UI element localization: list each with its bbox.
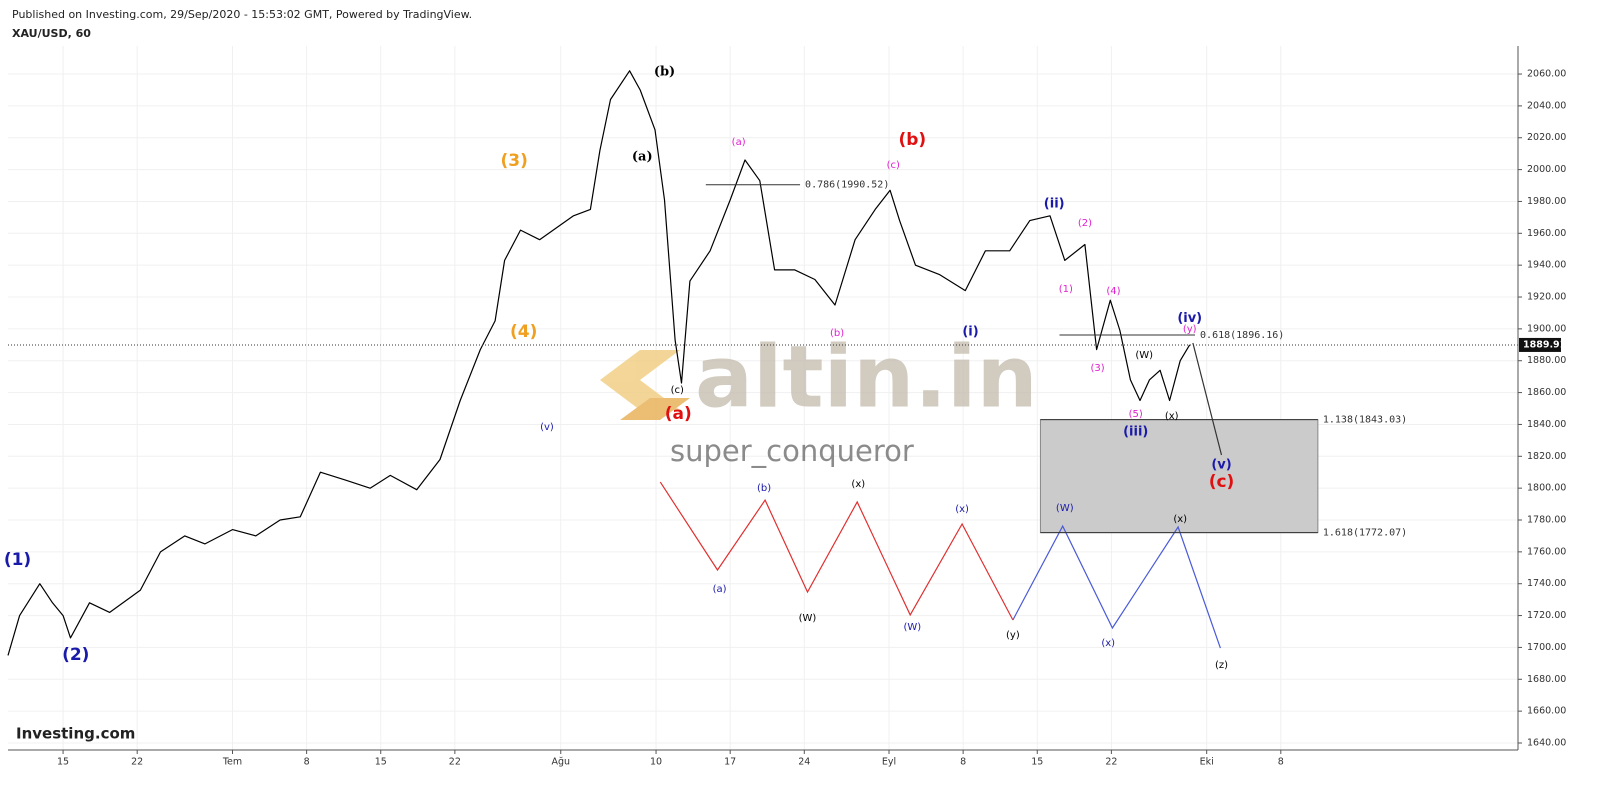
wave-label: (v) [540,422,554,433]
wave-label: (i) [962,325,978,340]
wave-label: (1) [4,550,31,570]
y-tick-label: 1820.00 [1527,451,1566,462]
x-tick-label: 17 [724,757,736,768]
wave-label: (iv) [1177,311,1202,326]
wave-label: (a) [665,404,692,424]
y-tick-label: 2000.00 [1527,164,1566,175]
y-tick-label: 1960.00 [1527,228,1566,239]
x-tick-label: 22 [449,757,461,768]
wave-label: (2) [62,645,89,665]
wave-label: (y) [1006,630,1020,641]
wave-label: (x) [851,479,865,490]
y-tick-label: 2060.00 [1527,69,1566,80]
wave-label: (b) [898,130,926,150]
x-tick-label: 15 [375,757,387,768]
projection-line [1012,524,1221,649]
y-tick-label: 1740.00 [1527,578,1566,589]
y-tick-label: 1640.00 [1527,737,1566,748]
y-tick-label: 1800.00 [1527,483,1566,494]
brand-logo: Investing.com [16,725,135,743]
y-tick-label: 1660.00 [1527,706,1566,717]
y-tick-label: 1840.00 [1527,419,1566,430]
fib-label: 1.618(1772.07) [1323,528,1407,539]
symbol-title: XAU/USD, 60 [12,27,91,40]
wave-label: (W) [1135,350,1153,361]
wave-label: (4) [1106,286,1120,297]
axes: 1640.00 1660.00 1680.00 1700.00 1720.00 1740.… [8,46,1566,768]
wave-label: (1) [1059,284,1073,295]
x-tick-label: 8 [304,757,310,768]
y-tick-label: 1980.00 [1527,196,1566,207]
wave-label: (3) [500,151,527,171]
wave-label: (4) [510,322,537,342]
x-tick-label: Tem [222,757,242,768]
x-tick-label: 15 [57,757,69,768]
wave-label: (c) [1209,472,1235,492]
wave-label: (a) [632,150,653,165]
wave-label: (c) [671,385,684,396]
wave-label: (b) [757,483,771,494]
x-tick-label: Eyl [882,757,896,768]
last-price-tag [1519,337,1561,352]
wave-label: (3) [1091,363,1105,374]
wave-label: (W) [799,613,817,624]
y-tick-label: 1860.00 [1527,387,1566,398]
wave-label: (b) [654,65,675,80]
x-tick-label: 24 [798,757,810,768]
x-tick-label: 8 [1278,757,1284,768]
wave-label: (x) [1173,514,1187,525]
x-tick-label: Ağu [551,757,570,768]
wave-label: (y) [1183,324,1197,335]
projection-line [1192,342,1223,456]
wave-label: (x) [1101,638,1115,649]
last-price-label: 1889.91 [1523,339,1566,350]
wave-label: (W) [903,622,921,633]
y-tick-label: 1720.00 [1527,610,1566,621]
y-tick-label: 1920.00 [1527,292,1566,303]
author-text: super_conqueror [670,434,914,468]
wave-label: (2) [1078,218,1092,229]
fib-label: 0.618(1896.16) [1200,330,1284,341]
header: Published on Investing.com, 29/Sep/2020 … [12,8,472,21]
y-tick-label: 1680.00 [1527,674,1566,685]
wave-label: (b) [830,328,844,339]
fib-label: 0.786(1990.52) [805,180,889,191]
x-tick-label: 22 [1105,757,1117,768]
logo-icon [600,350,680,410]
wave-label: (c) [887,160,900,171]
wave-label: (x) [1165,411,1179,422]
x-tick-label: 22 [131,757,143,768]
wave-label: (x) [955,504,969,515]
fib-label: 1.138(1843.03) [1323,415,1407,426]
logo-icon [620,398,690,420]
y-tick-label: 1880.00 [1527,355,1566,366]
watermark-text: altin.in [695,327,1038,427]
projection-line [659,481,1014,621]
x-tick-label: 8 [960,757,966,768]
wave-label: (ii) [1044,197,1065,212]
wave-label: (a) [732,137,746,148]
wave-label: (a) [713,584,727,595]
y-tick-label: 1760.00 [1527,546,1566,557]
wave-label: (iii) [1123,425,1148,440]
y-tick-label: 1700.00 [1527,642,1566,653]
plot: 0.786(1990.52) 0.618(1896.16) 1.138(1843.0… [4,65,1518,671]
y-tick-label: 1780.00 [1527,515,1566,526]
x-tick-label: 15 [1031,757,1043,768]
y-tick-label: 1900.00 [1527,323,1566,334]
y-tick-label: 2040.00 [1527,100,1566,111]
wave-label: (W) [1056,503,1074,514]
x-tick-label: 10 [650,757,662,768]
x-tick-label: Eki [1200,757,1214,768]
wave-label: (v) [1211,458,1231,473]
wave-label: (5) [1129,409,1143,420]
y-tick-label: 1940.00 [1527,260,1566,271]
price-line [7,70,1191,656]
watermark: altin.in super_conqueror [600,327,1038,468]
y-tick-label: 2020.00 [1527,132,1566,143]
wave-label: (z) [1215,660,1228,671]
